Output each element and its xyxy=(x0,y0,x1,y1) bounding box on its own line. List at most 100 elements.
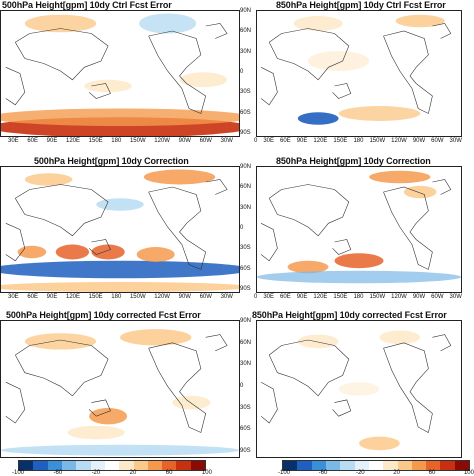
colorbar-swatch xyxy=(411,461,427,470)
colorbar-swatch xyxy=(76,461,91,470)
coastline xyxy=(15,28,109,81)
anomaly-region xyxy=(1,108,239,126)
longitude-tick: 30W xyxy=(449,294,462,300)
coastline xyxy=(15,184,109,237)
anomaly-region xyxy=(1,282,239,292)
longitude-labels: 30E 60E 90E 120E 150E 180 150W 120W 90W 60W 30W xyxy=(8,294,233,300)
longitude-tick: 30W xyxy=(220,138,233,144)
anomaly-region xyxy=(136,247,175,262)
colorbar-tick: -100 xyxy=(12,470,25,476)
anomaly-region xyxy=(293,16,343,31)
anomaly-region xyxy=(55,244,90,260)
longitude-labels: 30E 60E 90E 120E 150E 180 150W 120W 90W 60W 30W xyxy=(8,138,233,144)
colorbar-tick: -20 xyxy=(355,470,365,476)
map-canvas xyxy=(0,10,240,137)
anomaly-region xyxy=(395,14,445,28)
anomaly-region xyxy=(67,425,125,440)
colorbar-tick: -60 xyxy=(318,470,328,476)
longitude-tick: 150E xyxy=(88,294,103,300)
longitude-tick: 60W xyxy=(431,138,444,144)
longitude-tick: 180 xyxy=(353,138,364,144)
coastline xyxy=(432,23,452,39)
coastline xyxy=(88,239,111,255)
latitude-tick: 0 xyxy=(240,68,244,75)
coastline xyxy=(383,30,433,114)
latitude-tick: 60N xyxy=(240,184,252,191)
colorbar-swatch xyxy=(90,461,105,470)
anomaly-region xyxy=(359,436,400,451)
anomaly-region xyxy=(1,260,239,279)
coastline xyxy=(268,339,350,397)
longitude-tick: 60E xyxy=(27,138,39,144)
latitude-tick: 60N xyxy=(240,28,252,35)
panel-850hpa-corrected-error: 850hPa Height[gpm] 10dy corrected Fcst E… xyxy=(240,310,474,476)
latitude-tick: 0 xyxy=(240,224,244,231)
colorbar-swatch xyxy=(340,461,355,470)
coastline xyxy=(148,342,207,433)
longitude-tick: 150E xyxy=(333,138,348,144)
anomaly-region xyxy=(24,173,73,186)
colorbar-swatch xyxy=(440,461,455,470)
longitude-tick: 90E xyxy=(296,138,308,144)
longitude-tick: 120E xyxy=(65,138,80,144)
colorbar xyxy=(282,460,470,471)
coastline xyxy=(15,339,109,397)
coastline xyxy=(383,186,433,270)
colorbar-tick: -100 xyxy=(278,470,291,476)
latitude-tick: 30N xyxy=(240,204,252,211)
colorbar-swatch xyxy=(311,461,326,470)
map-canvas xyxy=(0,166,240,293)
colorbar-swatch xyxy=(297,461,312,470)
colorbar-tick: 100 xyxy=(201,470,212,476)
longitude-tick: 0 xyxy=(254,294,258,300)
colorbar-swatch xyxy=(397,461,412,470)
longitude-tick: 90W xyxy=(178,138,191,144)
anomaly-region xyxy=(89,408,128,425)
anomaly-region xyxy=(24,333,97,350)
longitude-tick: 120E xyxy=(313,294,328,300)
panel-title: 500hPa Height[gpm] 10dy corrected Fcst E… xyxy=(6,310,201,320)
coastline xyxy=(268,184,350,237)
coastline xyxy=(205,23,228,39)
longitude-tick: 60W xyxy=(199,294,212,300)
panel-850hpa-correction: 850hPa Height[gpm] 10dy Correction 90N 60… xyxy=(240,156,474,316)
colorbar-tick: -60 xyxy=(53,470,63,476)
anomaly-region xyxy=(403,185,437,199)
colorbar-swatch xyxy=(325,461,341,470)
colorbar-swatch xyxy=(383,461,398,470)
colorbar-swatch xyxy=(283,461,298,470)
latitude-tick: 90N xyxy=(240,164,252,170)
colorbar-swatch xyxy=(368,461,384,470)
anomaly-region xyxy=(369,170,431,184)
longitude-tick: 30E xyxy=(263,138,275,144)
coastline xyxy=(432,334,452,352)
longitude-tick: 120E xyxy=(65,294,80,300)
anomaly-region xyxy=(1,444,239,456)
panel-title: 850hPa Height[gpm] 10dy Ctrl Fcst Error xyxy=(276,0,446,10)
longitude-labels: 0 30E 60E 90E 120E 150E 180 150W 120W 90W 60W 30W xyxy=(254,138,462,144)
colorbar-tick: -20 xyxy=(91,470,101,476)
coastline xyxy=(205,334,228,352)
map-canvas xyxy=(256,10,462,137)
longitude-tick: 150E xyxy=(88,138,103,144)
colorbar-labels: -100 -60 -20 20 60 100 xyxy=(12,470,212,476)
anomaly-region xyxy=(179,72,228,88)
longitude-tick: 150W xyxy=(369,138,386,144)
anomaly-region xyxy=(308,51,370,71)
longitude-tick: 60E xyxy=(27,294,39,300)
panel-850hpa-ctrl-error: 850hPa Height[gpm] 10dy Ctrl Fcst Error … xyxy=(240,0,474,160)
colorbar-swatch xyxy=(104,461,120,470)
latitude-tick: 30S xyxy=(240,245,251,252)
coastline xyxy=(205,179,228,195)
coastline xyxy=(260,381,278,424)
colorbar-tick: 100 xyxy=(463,470,474,476)
anomaly-region xyxy=(334,253,384,269)
coastline xyxy=(268,28,350,81)
panel-title: 500hPa Height[gpm] 10dy Ctrl Fcst Error xyxy=(2,0,172,10)
longitude-tick: 120W xyxy=(154,138,170,144)
longitude-tick: 180 xyxy=(111,294,122,300)
panel-500hpa-correction: 500hPa Height[gpm] 10dy Correction 30E 60… xyxy=(0,156,240,316)
latitude-tick: 30N xyxy=(240,361,252,368)
anomaly-region xyxy=(287,260,329,274)
longitude-tick: 150W xyxy=(129,138,146,144)
